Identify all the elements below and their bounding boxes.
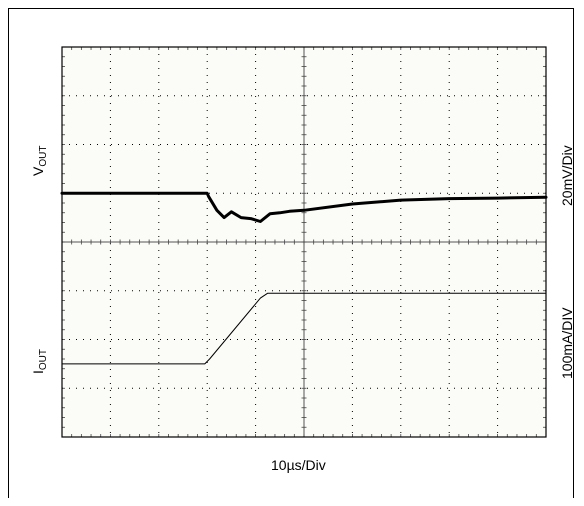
figure-frame [8, 8, 574, 498]
plot-border [61, 46, 547, 438]
trace-vout [60, 191, 548, 223]
vout-scale-label: 20mV/Div [559, 145, 575, 206]
scope-grid [61, 46, 547, 438]
iout-scale-label: 100mA/DIV [559, 307, 575, 379]
trace-iout [61, 292, 547, 365]
vout-label: VOUT [30, 145, 49, 176]
iout-label: IOUT [30, 349, 49, 374]
x-axis-label: 10µs/Div [271, 457, 326, 473]
scope-traces [60, 191, 548, 365]
